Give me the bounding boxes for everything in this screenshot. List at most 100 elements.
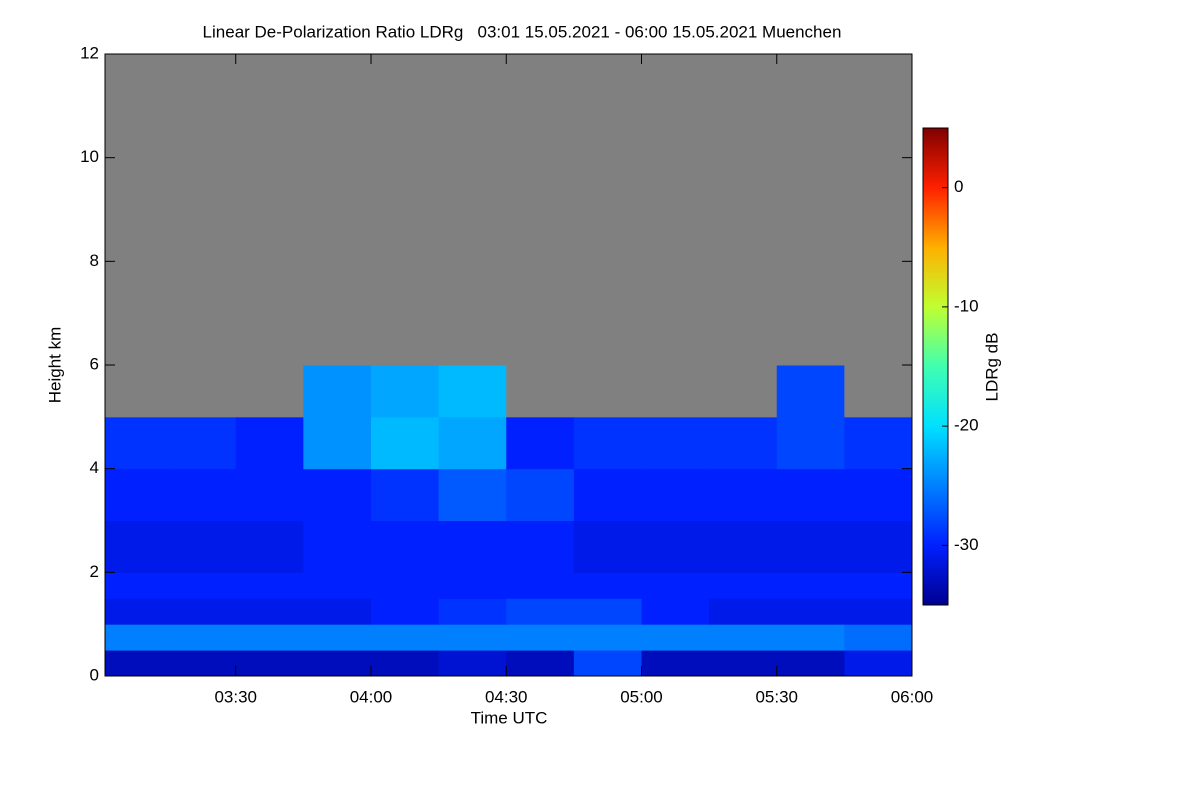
- heatmap-cell: [709, 598, 778, 625]
- x-tick-label: 04:30: [485, 687, 528, 706]
- heatmap-cell: [370, 520, 440, 573]
- chart-title: Linear De-Polarization Ratio LDRg 03:01 …: [203, 22, 842, 41]
- heatmap-cell: [303, 416, 372, 470]
- heatmap-cell: [235, 365, 304, 418]
- x-tick-label: 04:00: [350, 687, 393, 706]
- heatmap-cell: [438, 416, 507, 470]
- heatmap-cell: [844, 650, 913, 677]
- heatmap-cell: [844, 365, 913, 418]
- heatmap-cell: [709, 624, 778, 651]
- heatmap-cell: [168, 624, 237, 651]
- y-tick-label: 8: [90, 251, 99, 270]
- heatmap-cell: [776, 598, 845, 625]
- heatmap-cell: [168, 520, 237, 573]
- heatmap-cell: [168, 54, 237, 366]
- heatmap-cell: [844, 572, 913, 599]
- x-tick-label: 03:30: [214, 687, 257, 706]
- heatmap-cell: [105, 468, 169, 521]
- heatmap-cell: [303, 365, 372, 418]
- heatmap-cell: [776, 416, 845, 470]
- heatmap-cell: [438, 572, 507, 599]
- heatmap-cell: [506, 598, 575, 625]
- heatmap-cell: [844, 520, 913, 573]
- heatmap-cell: [370, 54, 440, 366]
- y-tick-label: 12: [80, 43, 99, 62]
- heatmap-cell: [776, 365, 845, 418]
- heatmap-cell: [370, 365, 440, 418]
- heatmap-cell: [641, 365, 710, 418]
- heatmap-cell: [168, 468, 237, 521]
- heatmap-cell: [235, 416, 304, 470]
- heatmap-cell: [573, 365, 642, 418]
- heatmap-cell: [641, 54, 710, 366]
- heatmap-cell: [709, 468, 778, 521]
- heatmap-cell: [709, 650, 778, 677]
- x-tick-label: 05:00: [620, 687, 663, 706]
- y-axis-label: Height km: [45, 327, 64, 404]
- heatmap-cell: [168, 572, 237, 599]
- heatmap-cell: [844, 598, 913, 625]
- heatmap-cell: [506, 416, 575, 470]
- heatmap-cell: [844, 54, 913, 366]
- heatmap-cell: [573, 598, 642, 625]
- heatmap-cell: [573, 572, 642, 599]
- heatmap-cell: [303, 572, 372, 599]
- heatmap-cell: [573, 416, 642, 470]
- heatmap-cell: [776, 54, 845, 366]
- heatmap-cell: [303, 624, 372, 651]
- heatmap-cell: [105, 598, 169, 625]
- colorbar: [922, 127, 949, 606]
- heatmap-cell: [844, 624, 913, 651]
- heatmap-cell: [709, 572, 778, 599]
- heatmap-cell: [370, 650, 440, 677]
- heatmap-cell: [506, 624, 575, 651]
- heatmap-cell: [641, 416, 710, 470]
- heatmap-cell: [438, 468, 507, 521]
- heatmap-cell: [235, 624, 304, 651]
- heatmap-cell: [105, 365, 169, 418]
- x-axis-label: Time UTC: [471, 708, 548, 727]
- heatmap-cell: [438, 624, 507, 651]
- heatmap-cell: [709, 54, 778, 366]
- heatmap-cell: [235, 54, 304, 366]
- heatmap-cell: [506, 54, 575, 366]
- heatmap-cell: [438, 650, 507, 677]
- heatmap-cell: [105, 54, 169, 366]
- heatmap-cell: [168, 650, 237, 677]
- heatmap-cell: [709, 365, 778, 418]
- heatmap-cell: [438, 365, 507, 418]
- colorbar-tick-label: -20: [954, 416, 979, 435]
- heatmap-cell: [370, 598, 440, 625]
- heatmap-cell: [168, 365, 237, 418]
- heatmap-cell: [370, 416, 440, 470]
- heatmap-cell: [303, 520, 372, 573]
- heatmap-cell: [573, 54, 642, 366]
- heatmap-cell: [573, 468, 642, 521]
- heatmap-cell: [506, 468, 575, 521]
- heatmap-cell: [370, 572, 440, 599]
- y-tick-label: 0: [90, 665, 99, 684]
- x-tick-label: 05:30: [755, 687, 798, 706]
- x-tick-label: 06:00: [891, 687, 934, 706]
- heatmap-cell: [506, 520, 575, 573]
- heatmap-cell: [709, 520, 778, 573]
- colorbar-tick-label: 0: [954, 177, 963, 196]
- heatmap-cell: [235, 572, 304, 599]
- heatmap-cell: [105, 650, 169, 677]
- heatmap-cell: [641, 520, 710, 573]
- heatmap-cell: [776, 650, 845, 677]
- heatmap-cell: [641, 572, 710, 599]
- heatmap-cell: [235, 598, 304, 625]
- heatmap-cell: [709, 416, 778, 470]
- heatmap-cell: [438, 598, 507, 625]
- heatmap-cell: [235, 520, 304, 573]
- heatmap-cell: [168, 416, 237, 470]
- heatmap-cell: [438, 520, 507, 573]
- heatmap-cell: [844, 468, 913, 521]
- heatmap-cell: [844, 416, 913, 470]
- colorbar-label: LDRg dB: [982, 333, 1001, 402]
- heatmap-cell: [303, 650, 372, 677]
- colorbar-tick-label: -30: [954, 535, 979, 554]
- y-tick-label: 10: [80, 147, 99, 166]
